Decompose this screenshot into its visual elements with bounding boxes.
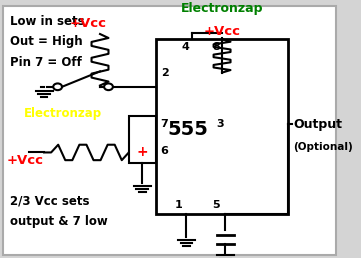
Text: (Optional): (Optional) (293, 142, 353, 152)
Text: +: + (136, 146, 148, 159)
Text: +Vcc: +Vcc (204, 25, 240, 38)
Text: Electronzap: Electronzap (181, 2, 263, 15)
Text: Output: Output (293, 118, 342, 131)
Text: Electronzap: Electronzap (24, 107, 102, 120)
Text: 555: 555 (168, 120, 209, 139)
Text: 2: 2 (161, 68, 169, 78)
Text: +Vcc: +Vcc (70, 17, 106, 30)
Text: 7: 7 (161, 119, 169, 129)
Text: Low in sets: Low in sets (10, 15, 85, 28)
Text: 2/3 Vcc sets: 2/3 Vcc sets (10, 195, 90, 208)
Text: 6: 6 (161, 146, 169, 156)
Text: Out = High: Out = High (10, 35, 83, 48)
Text: +Vcc: +Vcc (7, 154, 44, 167)
Text: Pin 7 = Off: Pin 7 = Off (10, 56, 82, 69)
Text: 1: 1 (175, 200, 182, 210)
Text: 3: 3 (216, 119, 224, 129)
Text: 4: 4 (181, 42, 189, 52)
Text: 8: 8 (212, 42, 219, 52)
Text: output & 7 low: output & 7 low (10, 215, 108, 228)
Text: 5: 5 (212, 200, 219, 210)
Circle shape (53, 83, 62, 90)
Bar (129, 116, 156, 163)
Circle shape (104, 83, 113, 90)
Bar (156, 39, 288, 214)
